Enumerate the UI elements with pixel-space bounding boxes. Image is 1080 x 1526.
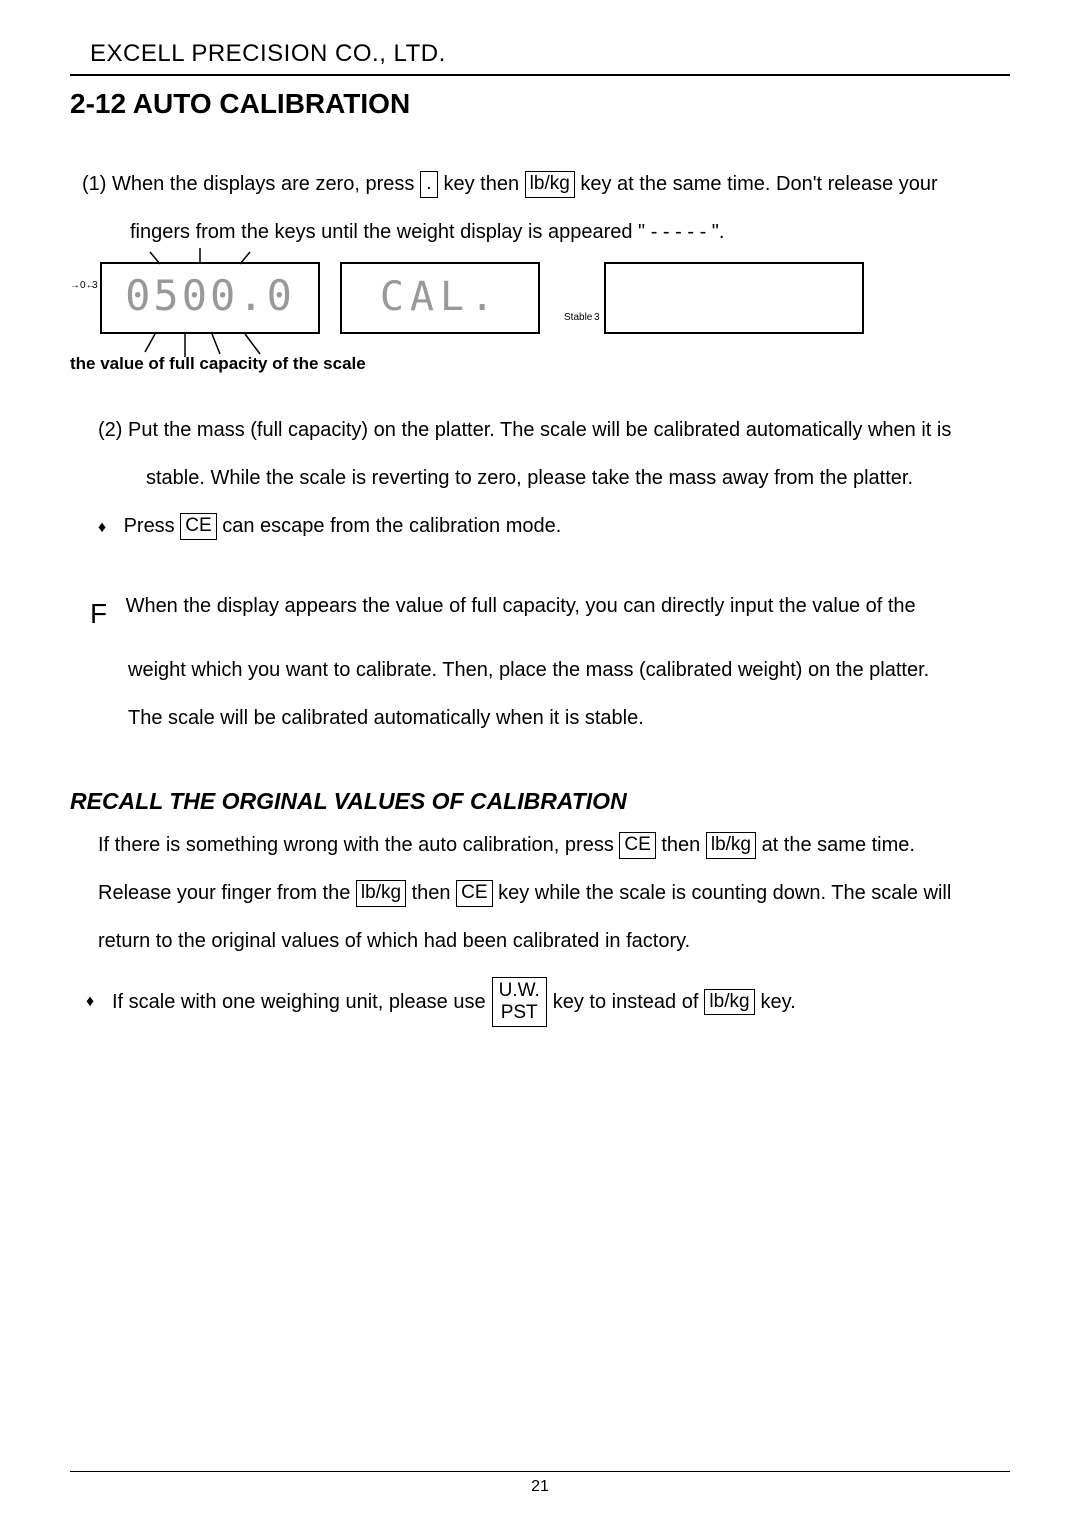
page-number: 21 xyxy=(70,1478,1010,1496)
displays-row: →0← 3 0500.0 CAL. Stable 3 xyxy=(70,262,1010,334)
key-lbkg-1: lb/kg xyxy=(525,171,575,198)
notef-line3: The scale will be calibrated automatical… xyxy=(70,698,1010,738)
display-2-wrap: CAL. xyxy=(340,262,540,334)
display-2: CAL. xyxy=(340,262,540,334)
key-dot: . xyxy=(420,171,438,198)
bullet1-post: can escape from the calibration mode. xyxy=(222,515,561,537)
display-3-wrap: Stable 3 xyxy=(560,262,864,334)
diamond-bullet-2: ♦ xyxy=(86,986,106,1018)
section-title: 2-12 AUTO CALIBRATION xyxy=(70,88,1010,120)
zero-indicator-arrow: 3 xyxy=(92,280,98,291)
key-ce-2: CE xyxy=(619,832,655,859)
recall-heading: RECALL THE ORGINAL VALUES OF CALIBRATION xyxy=(70,788,1010,815)
key-uw-top: U.W. xyxy=(499,980,540,1001)
key-ce-1: CE xyxy=(180,513,216,540)
recall-l2-post: key while the scale is counting down. Th… xyxy=(498,882,951,904)
recall-l2: Release your finger from the lb/kg then … xyxy=(70,873,1010,913)
footer-rule xyxy=(70,1471,1010,1472)
step1: (1) When the displays are zero, press . … xyxy=(70,164,1010,204)
recall-l1: If there is something wrong with the aut… xyxy=(70,825,1010,865)
note-f: F When the display appears the value of … xyxy=(70,586,1010,642)
bullet1-pre: Press xyxy=(124,515,175,537)
key-uw-pst: U.W. PST xyxy=(492,977,547,1027)
key-uw-bot: PST xyxy=(501,1002,538,1023)
key-lbkg-3: lb/kg xyxy=(356,880,406,907)
bullet-ce: ♦ Press CE can escape from the calibrati… xyxy=(70,506,1010,546)
stable-indicator-arrow: 3 xyxy=(594,312,600,323)
step1-mid1: key then xyxy=(444,173,520,195)
footer: 21 xyxy=(70,1471,1010,1496)
svg-text:0500.0: 0500.0 xyxy=(125,271,295,320)
step2-line2: stable. While the scale is reverting to … xyxy=(70,458,1010,498)
step1-mid2: key at the same time. Don't release your xyxy=(580,173,937,195)
bullet2-pre: If scale with one weighing unit, please … xyxy=(112,982,486,1022)
key-lbkg-2: lb/kg xyxy=(706,832,756,859)
bullet2-mid: key to instead of xyxy=(553,982,699,1022)
notef-line2: weight which you want to calibrate. Then… xyxy=(70,650,1010,690)
f-marker: F xyxy=(90,586,120,642)
key-lbkg-4: lb/kg xyxy=(704,989,754,1016)
stable-indicator: Stable xyxy=(564,312,592,323)
header-rule xyxy=(70,74,1010,76)
recall-l1-post: at the same time. xyxy=(762,834,915,856)
display-1-wrap: →0← 3 0500.0 xyxy=(70,262,320,334)
key-ce-3: CE xyxy=(456,880,492,907)
display-1: 0500.0 xyxy=(100,262,320,334)
step1-prefix: (1) When the displays are zero, press xyxy=(82,173,414,195)
notef-line1: When the display appears the value of fu… xyxy=(126,595,916,617)
step2-prefix: (2) Put the mass (full capacity) on the … xyxy=(98,419,951,441)
recall-l1-mid: then xyxy=(661,834,700,856)
bullet-uw: ♦ If scale with one weighing unit, pleas… xyxy=(70,977,1010,1027)
recall-l2-mid: then xyxy=(412,882,451,904)
display-2-svg: CAL. xyxy=(350,268,530,328)
display-1-svg: 0500.0 xyxy=(110,268,310,328)
step1-line2: fingers from the keys until the weight d… xyxy=(70,212,1010,252)
recall-l1-pre: If there is something wrong with the aut… xyxy=(98,834,614,856)
company-header: EXCELL PRECISION CO., LTD. xyxy=(70,40,1010,68)
bullet2-post: key. xyxy=(761,982,796,1022)
display-3 xyxy=(604,262,864,334)
capacity-caption: the value of full capacity of the scale xyxy=(70,354,1010,374)
diamond-bullet-1: ♦ xyxy=(98,512,118,544)
recall-l2-pre: Release your finger from the xyxy=(98,882,350,904)
step2: (2) Put the mass (full capacity) on the … xyxy=(70,410,1010,450)
recall-l3: return to the original values of which h… xyxy=(70,921,1010,961)
svg-text:CAL.: CAL. xyxy=(380,274,500,320)
